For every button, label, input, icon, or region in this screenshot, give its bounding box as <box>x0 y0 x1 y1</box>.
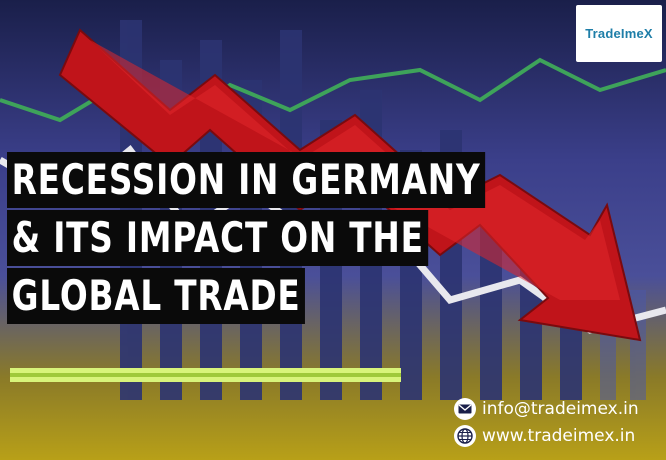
contact-website[interactable]: www.tradeimex.in <box>454 425 635 447</box>
headline-line-2: & ITS IMPACT ON THE <box>7 210 429 266</box>
website-text: www.tradeimex.in <box>482 426 636 446</box>
globe-icon <box>454 425 476 447</box>
logo-text: TradeImeX <box>585 26 653 41</box>
headline-line-3: GLOBAL TRADE <box>7 268 306 324</box>
headline: RECESSION IN GERMANY & ITS IMPACT ON THE… <box>7 152 620 326</box>
contact-email[interactable]: info@tradeimex.in <box>454 398 639 420</box>
tradeimex-logo[interactable]: TradeImeX <box>576 5 662 62</box>
headline-line-1: RECESSION IN GERMANY <box>7 152 486 208</box>
email-text: info@tradeimex.in <box>482 399 639 419</box>
accent-underline <box>10 368 401 382</box>
mail-icon <box>454 398 476 420</box>
